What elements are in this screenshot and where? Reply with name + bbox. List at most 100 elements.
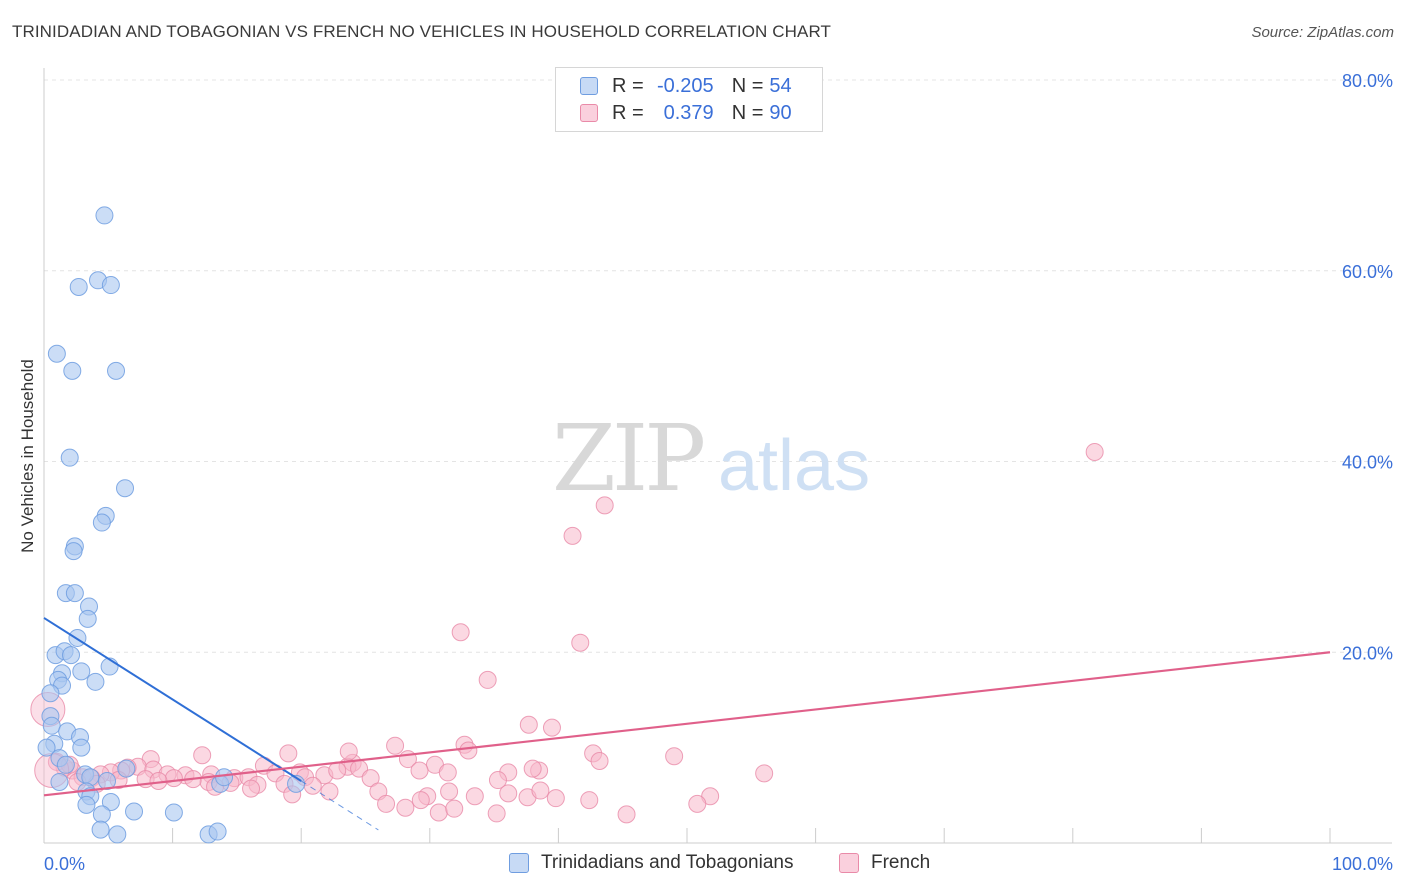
french-point <box>445 799 464 818</box>
trinidadian-point <box>42 716 61 735</box>
trinidadian-point <box>92 513 111 532</box>
french-point <box>617 805 636 824</box>
french-point <box>499 784 518 803</box>
trinidadian-point <box>47 344 66 363</box>
trinidadian-point <box>91 820 110 839</box>
french-point <box>465 787 484 806</box>
r-label: R = <box>612 101 644 124</box>
french-point <box>595 496 614 515</box>
french-point <box>451 623 470 642</box>
x-tick-label: 100.0% <box>1332 854 1393 874</box>
r-value: -0.205 <box>656 74 714 97</box>
trinidadian-point <box>208 822 227 841</box>
chart-source: Source: ZipAtlas.com <box>1251 24 1394 41</box>
legend-item-french[interactable]: French <box>839 852 930 874</box>
x-tick-label: 0.0% <box>44 854 85 874</box>
legend-item-trinidadian[interactable]: Trinidadians and Tobagonians <box>509 852 793 874</box>
french-point <box>339 742 358 761</box>
trinidadian-point <box>60 448 79 467</box>
french-point <box>531 781 550 800</box>
french-point <box>665 747 684 766</box>
trinidadian-trend-line <box>43 617 302 782</box>
french-point <box>478 670 497 689</box>
trinidadian-point <box>72 738 91 757</box>
stats-row-french: R = 0.379 N = 90 <box>580 100 792 126</box>
french-point <box>688 794 707 813</box>
french-point <box>580 791 599 810</box>
trinidadian-point <box>101 792 120 811</box>
french-point <box>546 789 565 808</box>
french-point <box>320 782 339 801</box>
y-tick-label: 20.0% <box>1342 643 1393 663</box>
trinidadian-point <box>50 772 69 791</box>
french-point <box>164 769 183 788</box>
legend-label-french: French <box>871 852 931 873</box>
french-point <box>396 798 415 817</box>
trinidadian-point <box>215 768 234 787</box>
stats-legend: R = -0.205 N = 54 R = 0.379 N = 90 <box>555 67 823 132</box>
n-label: N = <box>731 101 764 124</box>
y-tick-label: 60.0% <box>1342 262 1393 282</box>
french-point <box>590 751 609 770</box>
french-point <box>410 761 429 780</box>
french-point <box>377 794 396 813</box>
french-point <box>361 769 380 788</box>
watermark-zip: ZIP <box>552 405 703 512</box>
trinidadian-point <box>56 755 75 774</box>
french-point <box>440 782 459 801</box>
trinidadian-point <box>77 795 96 814</box>
trinidadian-point <box>101 276 120 295</box>
trinidadian-point <box>95 206 114 225</box>
trinidadian-point <box>92 805 111 824</box>
french-point <box>755 764 774 783</box>
trinidadian-point <box>64 542 83 561</box>
trend-lines <box>43 617 1331 831</box>
legend-swatch-trinidadian <box>509 853 529 873</box>
trinidadian-point <box>37 738 56 757</box>
stats-swatch-french <box>580 104 598 122</box>
r-value: 0.379 <box>663 101 714 124</box>
french-point <box>571 633 590 652</box>
axis-ticks: 20.0% 40.0% 60.0% 80.0% 0.0% 100.0% <box>44 71 1393 874</box>
french-point <box>459 741 478 760</box>
french-trend-line <box>43 651 1331 797</box>
french-point <box>1085 442 1104 461</box>
french-point <box>386 736 405 755</box>
french-point <box>411 791 430 810</box>
y-tick-label: 40.0% <box>1342 453 1393 473</box>
trinidadian-point <box>164 803 183 822</box>
trinidadian-point <box>63 361 82 380</box>
french-point <box>303 776 322 795</box>
french-point <box>438 763 457 782</box>
trinidadian-point <box>116 479 135 498</box>
french-point <box>523 759 542 778</box>
trinidadian-point <box>108 825 127 844</box>
trinidadian-point <box>69 277 88 296</box>
french-point <box>488 771 507 790</box>
trinidadian-points <box>37 206 306 844</box>
trinidadian-point <box>125 802 144 821</box>
r-label: R = <box>612 74 644 97</box>
y-tick-label: 80.0% <box>1342 71 1393 91</box>
french-point <box>519 715 538 734</box>
legend-swatch-french <box>839 853 859 873</box>
n-value: 90 <box>769 101 792 124</box>
watermark: ZIP atlas <box>552 405 870 512</box>
watermark-atlas: atlas <box>718 426 870 506</box>
y-axis-label: No Vehicles in Household <box>18 359 37 553</box>
trinidadian-trend-extension <box>300 780 379 831</box>
french-point <box>429 803 448 822</box>
n-label: N = <box>731 74 764 97</box>
stats-row-trinidadian: R = -0.205 N = 54 <box>580 73 792 99</box>
french-point <box>328 761 347 780</box>
french-point <box>242 779 261 798</box>
trinidadian-point <box>41 684 60 703</box>
trinidadian-point <box>107 361 126 380</box>
trinidadian-point <box>86 672 105 691</box>
grid-lines <box>44 79 1392 653</box>
n-value: 54 <box>769 74 792 97</box>
trinidadian-point <box>72 662 91 681</box>
chart-title: TRINIDADIAN AND TOBAGONIAN VS FRENCH NO … <box>12 22 831 41</box>
french-point <box>542 718 561 737</box>
